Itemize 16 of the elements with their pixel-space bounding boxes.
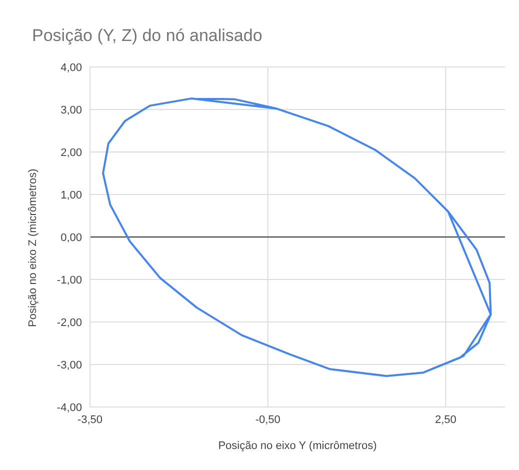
line-series — [102, 97, 492, 377]
y-tick-label: -4,00 — [56, 402, 82, 414]
y-tick-label: 0,00 — [60, 232, 82, 244]
x-tick-label: 2,50 — [435, 414, 456, 426]
y-tick-label: -1,00 — [56, 274, 82, 286]
y-axis-title: Posição no eixo Z (micrômetros) — [26, 168, 39, 327]
y-tick-label: 1,00 — [60, 189, 82, 202]
y-tick-label: -3,00 — [56, 359, 82, 372]
y-tick-label: 3,00 — [60, 104, 82, 116]
x-tick-label: -3,50 — [77, 414, 103, 426]
y-tick-label: 2,00 — [60, 146, 82, 159]
x-tick-label: -0,50 — [255, 414, 280, 426]
x-axis-title: Posição no eixo Y (micrômetros) — [218, 440, 377, 452]
chart-title: Posição (Y, Z) do nó analisado — [32, 26, 262, 46]
y-tick-label: -2,00 — [56, 316, 82, 329]
y-tick-label: 4,00 — [60, 62, 82, 74]
